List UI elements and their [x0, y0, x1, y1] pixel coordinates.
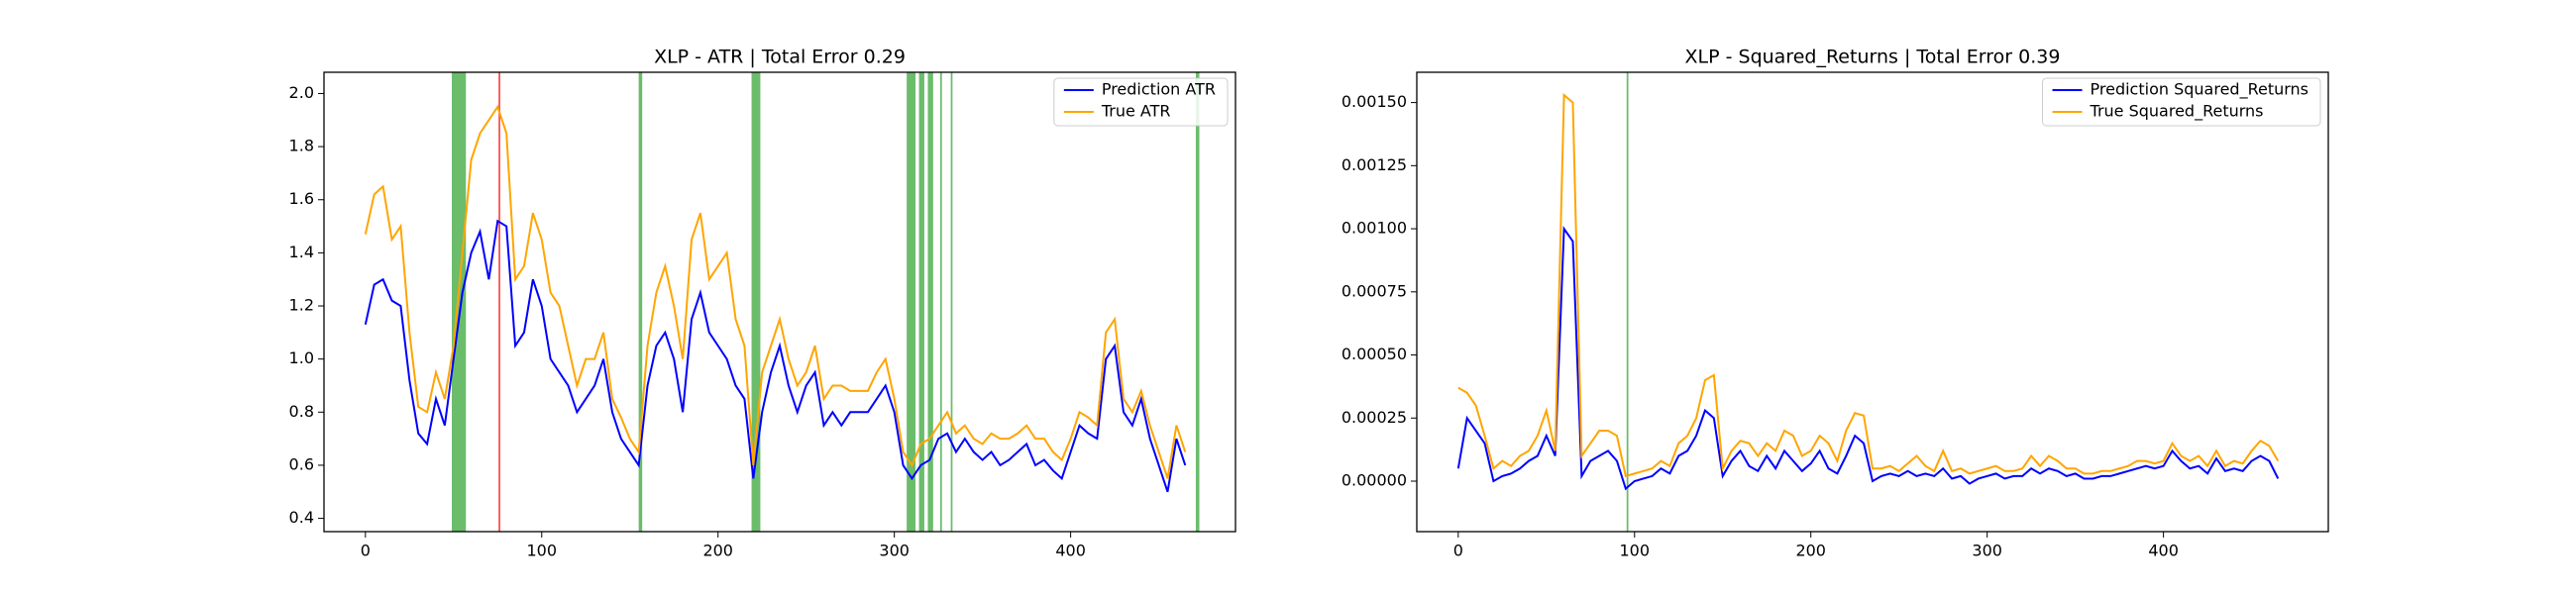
highlight-span	[498, 72, 500, 532]
highlight-span	[452, 72, 467, 532]
x-tick-label: 100	[526, 542, 557, 560]
x-tick-label: 200	[1795, 542, 1826, 560]
chart-title: XLP - ATR | Total Error 0.29	[654, 47, 906, 68]
legend-label: True Squared_Returns	[2090, 102, 2264, 122]
y-tick-label: 2.0	[289, 83, 314, 102]
x-tick-label: 300	[1972, 542, 2002, 560]
axes-frame	[1416, 71, 2329, 533]
highlight-span	[950, 72, 953, 532]
y-tick-label: 1.4	[289, 243, 314, 261]
x-tick-label: 400	[1055, 542, 1086, 560]
x-tick-label: 200	[702, 542, 733, 560]
highlight-span	[907, 72, 916, 532]
y-tick-label: 0.00150	[1342, 92, 1407, 111]
highlight-span	[939, 72, 942, 532]
highlight-span	[927, 72, 933, 532]
x-tick-label: 300	[879, 542, 910, 560]
highlight-span	[1195, 72, 1200, 532]
legend-label: True ATR	[1101, 102, 1171, 121]
chart-title: XLP - Squared_Returns | Total Error 0.39	[1685, 47, 2061, 68]
y-tick-label: 0.6	[289, 454, 314, 473]
x-tick-label: 100	[1619, 542, 1650, 560]
highlight-span	[638, 72, 643, 532]
legend-box	[2042, 77, 2321, 127]
legend: Prediction ATR True ATR	[1053, 77, 1229, 127]
y-tick-label: 0.00025	[1342, 408, 1407, 427]
series-line	[1457, 92, 2280, 478]
series-line	[364, 104, 1187, 479]
highlight-span	[1626, 72, 1629, 532]
y-tick-label: 1.0	[289, 348, 314, 367]
highlight-span	[918, 72, 924, 532]
legend-label: Prediction Squared_Returns	[2091, 80, 2308, 100]
y-tick-label: 0.00050	[1342, 345, 1407, 363]
axes-frame	[323, 71, 1236, 533]
x-tick-label: 400	[2148, 542, 2179, 560]
y-tick-label: 0.00100	[1342, 219, 1407, 238]
y-tick-label: 0.00125	[1342, 155, 1407, 174]
legend-label: Prediction ATR	[1102, 80, 1216, 99]
series-line	[364, 219, 1187, 493]
y-tick-label: 0.00000	[1342, 471, 1407, 490]
y-tick-label: 0.8	[289, 402, 314, 421]
y-tick-label: 1.6	[289, 189, 314, 208]
y-tick-label: 0.4	[289, 508, 314, 527]
x-tick-label: 0	[1453, 542, 1463, 560]
y-tick-label: 1.2	[289, 296, 314, 315]
y-tick-label: 1.8	[289, 137, 314, 155]
highlight-span	[751, 72, 761, 532]
x-tick-label: 0	[361, 542, 371, 560]
y-tick-label: 0.00075	[1342, 281, 1407, 300]
legend-box	[1053, 77, 1229, 127]
series-line	[1456, 226, 2280, 491]
